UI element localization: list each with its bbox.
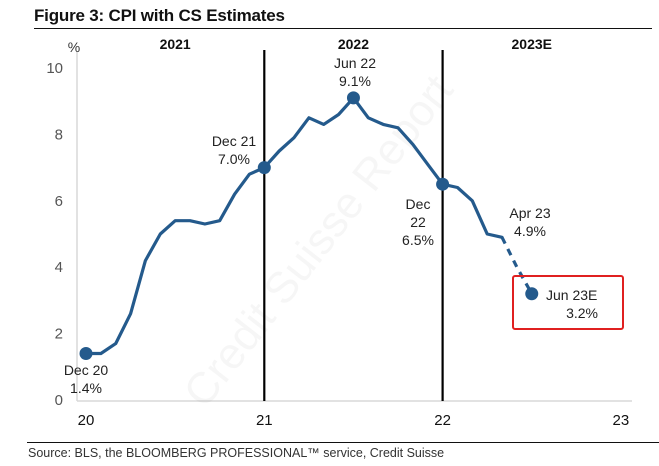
title-rule <box>34 28 652 29</box>
annotation-date-label: Dec <box>406 196 431 212</box>
y-tick-label: 8 <box>55 126 63 143</box>
highlight-box <box>512 275 624 330</box>
estimate-line <box>500 236 534 295</box>
year-label: 2023E <box>512 36 552 52</box>
annotation-value-label: 6.5% <box>402 232 434 248</box>
annotation-value-label: 4.9% <box>514 223 546 239</box>
source-note: Source: BLS, the BLOOMBERG PROFESSIONAL™… <box>28 446 445 460</box>
x-tick-label: 23 <box>613 412 630 429</box>
y-axis-unit-label: % <box>68 39 80 55</box>
annotation-value-label: 3.2% <box>566 305 598 321</box>
figure-title: Figure 3: CPI with CS Estimates <box>34 6 285 25</box>
annotation-date-label: Dec 21 <box>212 133 257 149</box>
x-tick-label: 22 <box>434 412 451 429</box>
year-label: 2021 <box>160 36 191 52</box>
annotation-date-label: Jun 23E <box>546 287 597 303</box>
data-point-marker <box>525 287 539 301</box>
annotation-date-label: Dec 20 <box>64 362 109 378</box>
x-tick-label: 21 <box>256 412 273 429</box>
annotation-value-label: 1.4% <box>70 380 102 396</box>
data-point-marker <box>346 91 360 105</box>
year-label: 2022 <box>338 36 369 52</box>
annotation-date-label: 22 <box>410 214 426 230</box>
annotation-value-label: 9.1% <box>339 73 371 89</box>
y-tick-label: 6 <box>55 193 63 210</box>
x-tick-label: 20 <box>78 412 95 429</box>
y-tick-label: 2 <box>55 326 63 343</box>
annotation-date-label: Jun 22 <box>334 55 376 71</box>
source-rule <box>27 442 659 443</box>
y-tick-label: 0 <box>55 392 63 409</box>
data-point-marker <box>436 177 450 191</box>
cpi-line <box>84 96 504 356</box>
y-tick-label: 4 <box>55 259 63 276</box>
data-point-marker <box>257 161 271 175</box>
data-point-marker <box>79 347 93 361</box>
annotation-value-label: 7.0% <box>218 151 250 167</box>
y-tick-label: 10 <box>46 60 63 77</box>
annotation-date-label: Apr 23 <box>509 205 550 221</box>
